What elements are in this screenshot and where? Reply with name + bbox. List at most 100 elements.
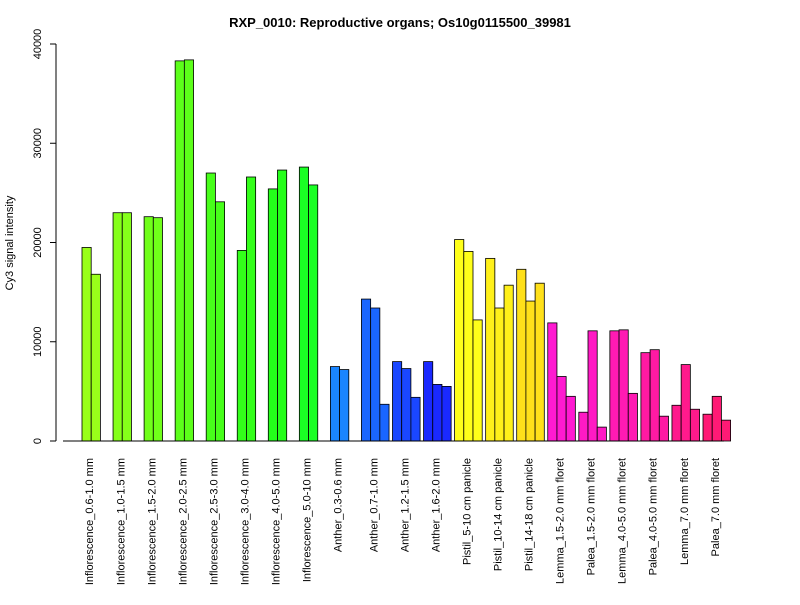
- category-label: Pistil_14-18 cm panicle: [524, 458, 536, 571]
- bar: [503, 284, 514, 442]
- bar-group: [174, 59, 194, 442]
- category-label: Pistil_5-10 cm panicle: [461, 458, 473, 565]
- bar: [609, 330, 620, 442]
- bar: [618, 329, 629, 442]
- bar: [525, 300, 536, 442]
- bar: [472, 319, 483, 442]
- bar: [587, 330, 598, 442]
- bar: [711, 395, 722, 442]
- bar-group: [298, 166, 319, 442]
- bar: [596, 426, 607, 442]
- bar: [658, 415, 669, 442]
- bar: [298, 166, 309, 442]
- bar-group: [702, 395, 732, 442]
- bar-group: [112, 212, 132, 442]
- bar-group: [454, 239, 483, 442]
- bar-group: [205, 172, 225, 442]
- bar: [702, 413, 713, 442]
- bar: [267, 188, 278, 442]
- y-axis: 0 10000 20000 30000 40000: [32, 29, 57, 444]
- bar: [339, 369, 350, 442]
- category-label: Inflorescence_3.0-4.0 mm: [239, 458, 251, 585]
- bar-group: [547, 322, 576, 442]
- bar: [143, 216, 154, 442]
- bar-group: [361, 298, 390, 442]
- bar-group: [671, 364, 700, 442]
- bar: [463, 251, 474, 442]
- bar: [627, 392, 638, 442]
- bar: [205, 172, 216, 442]
- bar: [152, 217, 163, 442]
- bar: [454, 239, 465, 442]
- y-tick-label: 40000: [32, 29, 44, 60]
- bar-group: [640, 349, 669, 442]
- y-tick-label: 20000: [32, 227, 44, 258]
- bar-group: [143, 216, 163, 442]
- bar-group: [236, 176, 257, 442]
- category-label: Inflorescence_5.0-10 mm: [302, 458, 314, 582]
- category-label: Palea_1.5-2.0 mm floret: [586, 458, 598, 575]
- bar-group: [609, 329, 638, 442]
- bar: [649, 349, 660, 442]
- bar: [547, 322, 558, 442]
- bar: [680, 364, 691, 442]
- category-labels: Inflorescence_0.6-1.0 mm Inflorescence_1.…: [84, 458, 722, 585]
- bar: [246, 176, 257, 442]
- bar: [556, 376, 567, 442]
- category-label: Inflorescence_4.0-5.0 mm: [271, 458, 283, 585]
- category-label: Lemma_1.5-2.0 mm floret: [555, 458, 567, 584]
- bar: [485, 257, 496, 442]
- bar: [308, 184, 319, 442]
- bar: [174, 60, 185, 442]
- bar: [671, 404, 682, 442]
- y-tick-label: 30000: [32, 128, 44, 159]
- bar-group: [423, 361, 452, 442]
- bar: [361, 298, 372, 442]
- bar-group: [578, 330, 607, 442]
- bar: [183, 59, 194, 442]
- category-label: Inflorescence_2.5-3.0 mm: [208, 458, 220, 585]
- bar: [441, 386, 452, 442]
- category-label: Palea_7.0 mm floret: [710, 458, 722, 556]
- bar: [689, 408, 700, 442]
- category-label: Anther_0.3-0.6 mm: [333, 458, 345, 552]
- category-label: Palea_4.0-5.0 mm floret: [648, 458, 660, 575]
- bar-group: [516, 268, 545, 442]
- category-label: Inflorescence_0.6-1.0 mm: [84, 458, 96, 585]
- bar: [565, 395, 576, 442]
- bar: [640, 352, 651, 442]
- chart-title: RXP_0010: Reproductive organs; Os10g0115…: [229, 15, 571, 30]
- bar: [432, 384, 443, 442]
- bar-group: [329, 366, 350, 442]
- category-label: Inflorescence_2.0-2.5 mm: [177, 458, 189, 585]
- bar: [236, 250, 247, 442]
- y-axis-label: Cy3 signal intensity: [4, 195, 16, 290]
- bar: [277, 169, 288, 442]
- bar: [81, 247, 92, 442]
- category-label: Anther_1.6-2.0 mm: [430, 458, 442, 552]
- bar: [401, 368, 412, 442]
- category-label: Inflorescence_1.0-1.5 mm: [115, 458, 127, 585]
- bar: [578, 411, 589, 442]
- bar: [90, 273, 101, 442]
- bar: [329, 366, 340, 442]
- bar: [516, 268, 527, 442]
- bar-group: [485, 257, 514, 442]
- category-label: Anther_1.2-1.5 mm: [399, 458, 411, 552]
- category-label: Lemma_4.0-5.0 mm floret: [617, 458, 629, 584]
- bar: [379, 403, 390, 442]
- bar: [534, 282, 545, 442]
- bar: [721, 419, 732, 442]
- category-label: Inflorescence_1.5-2.0 mm: [146, 458, 158, 585]
- bar: [214, 201, 225, 442]
- bar: [392, 361, 403, 442]
- bars: [81, 59, 732, 442]
- bar-group: [267, 169, 288, 442]
- bar: [494, 307, 505, 442]
- category-label: Anther_0.7-1.0 mm: [368, 458, 380, 552]
- category-label: Pistil_10-14 cm panicle: [492, 458, 504, 571]
- y-tick-label: 0: [32, 438, 44, 444]
- bar: [112, 212, 123, 442]
- bar: [370, 307, 381, 442]
